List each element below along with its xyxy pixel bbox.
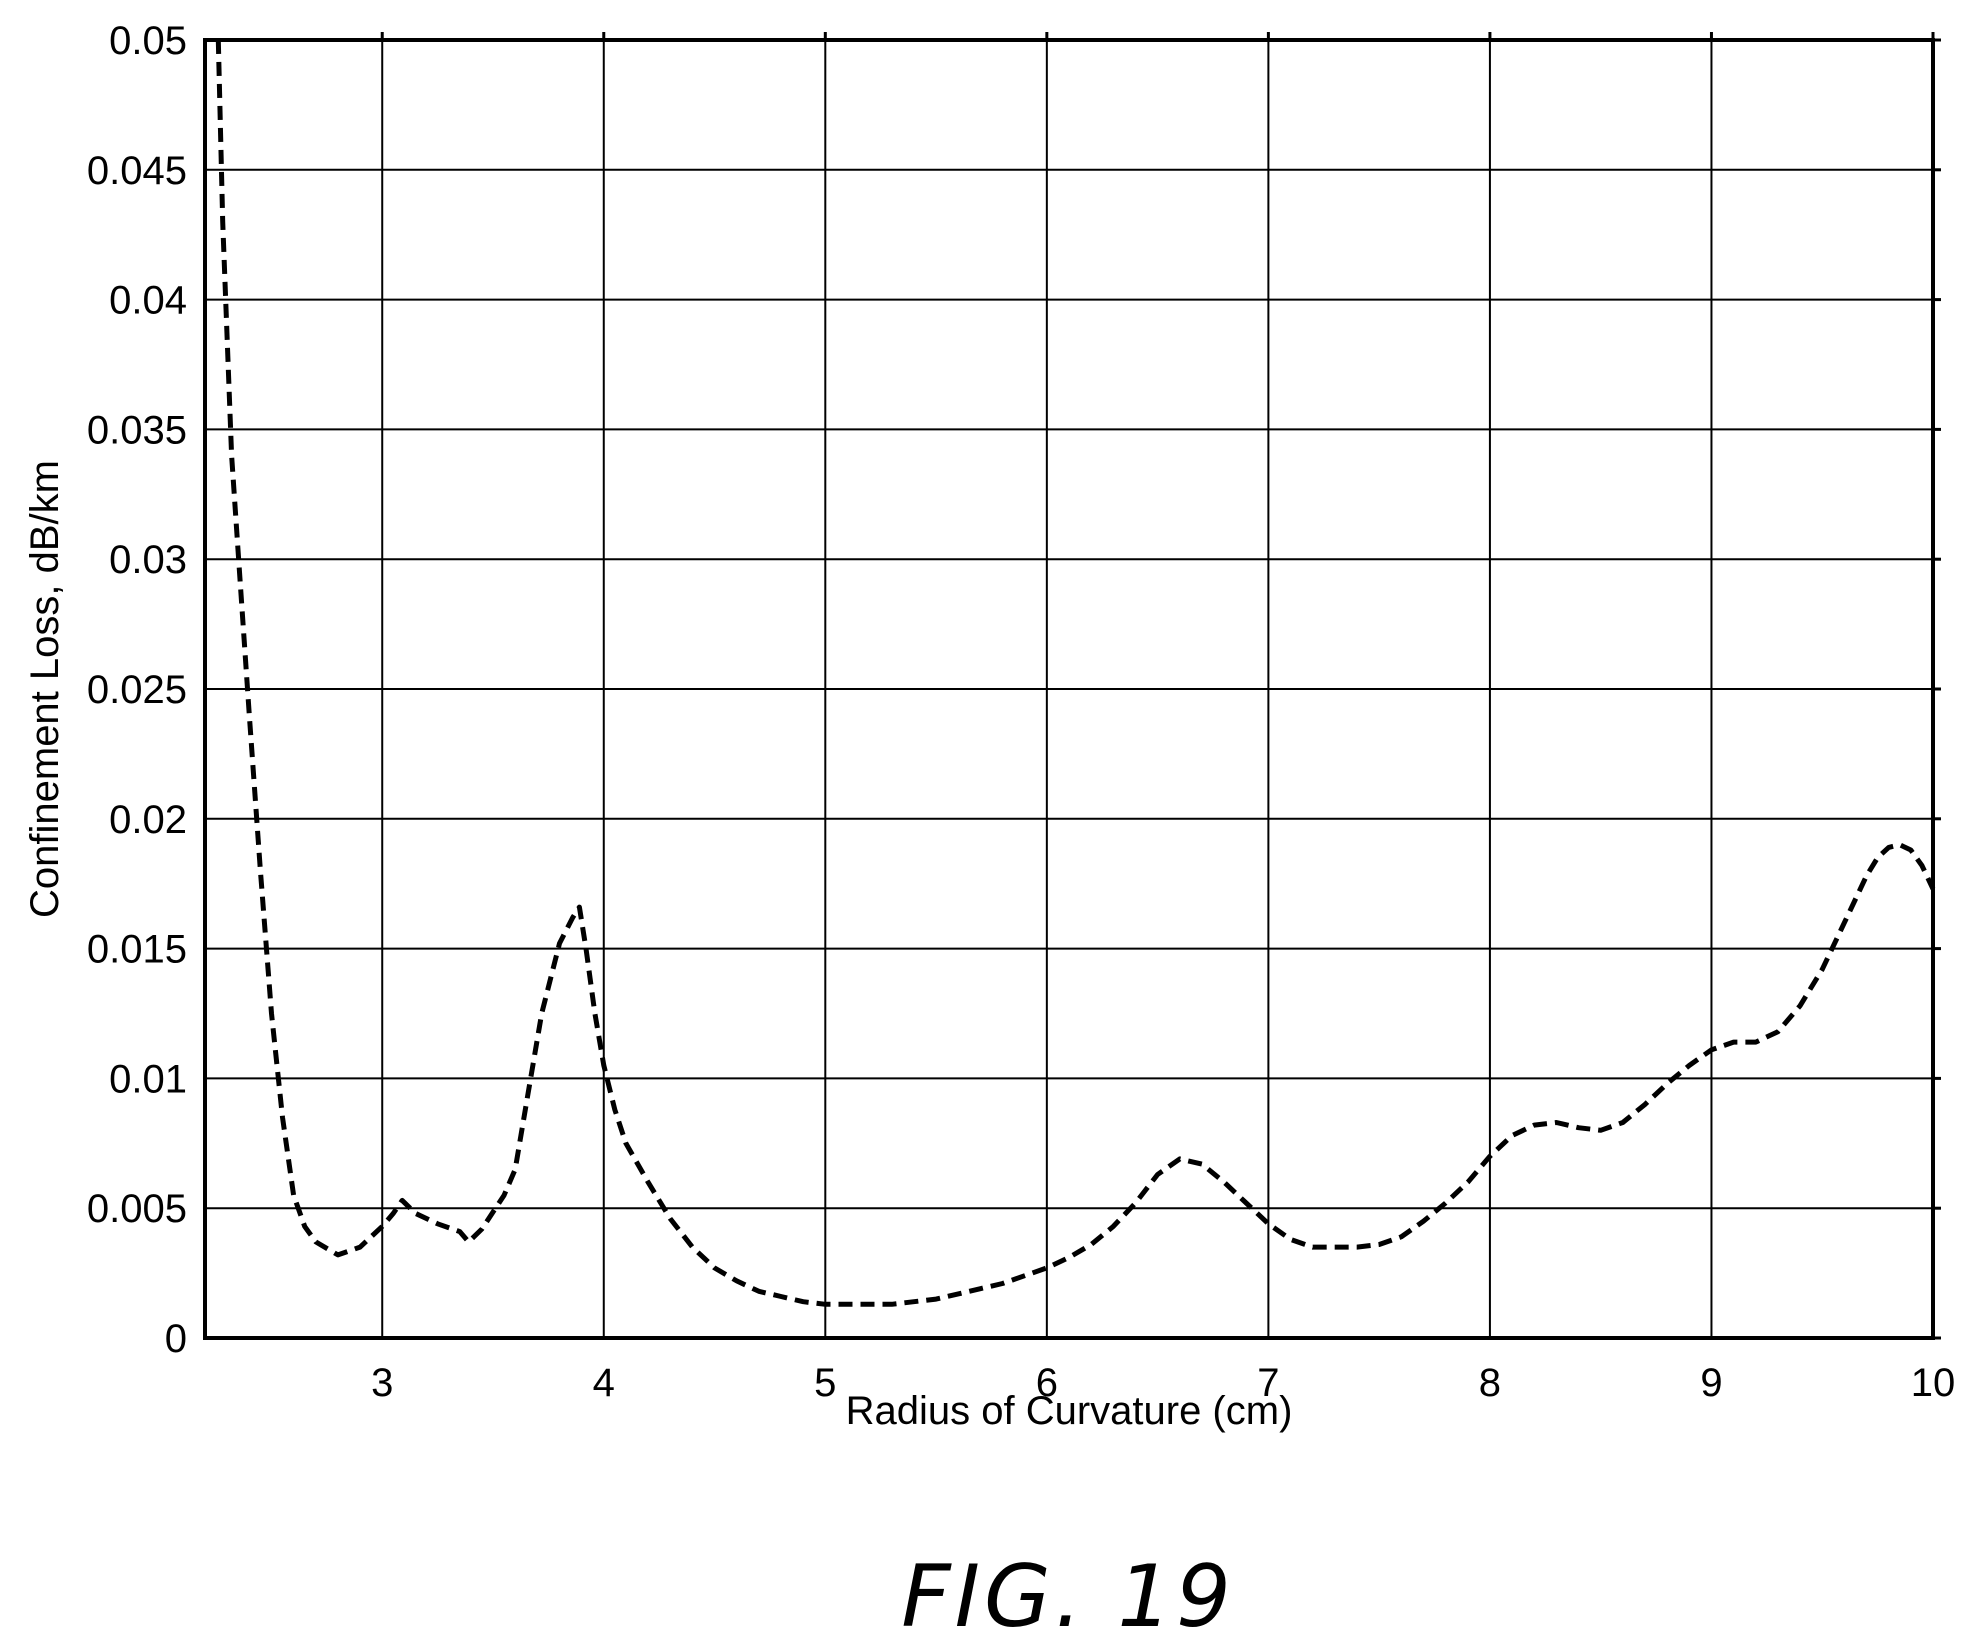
x-tick-label: 3 <box>371 1361 393 1405</box>
y-tick-label: 0.05 <box>109 19 187 63</box>
y-axis-ticks: 0 0.005 0.01 0.015 0.02 0.025 0.03 0.035 0.04 0.0… <box>87 19 1941 1361</box>
plot-frame <box>203 38 1935 1340</box>
y-tick-label: 0.01 <box>109 1057 187 1101</box>
x-tick-label: 8 <box>1479 1361 1501 1405</box>
x-axis-ticks: 3 4 5 6 7 8 9 10 <box>371 32 1955 1405</box>
y-tick-label: 0.005 <box>87 1187 187 1231</box>
x-axis-title: Radius of Curvature (cm) <box>846 1389 1293 1433</box>
y-tick-label: 0 <box>165 1317 187 1361</box>
y-tick-label: 0.04 <box>109 279 187 323</box>
y-tick-label: 0.015 <box>87 928 187 972</box>
series-layer <box>215 39 1936 1307</box>
y-tick-label: 0.045 <box>87 149 187 193</box>
y-tick-label: 0.035 <box>87 408 187 452</box>
y-axis-title: Confinement Loss, dB/km <box>23 460 67 918</box>
y-tick-label: 0.025 <box>87 668 187 712</box>
gridlines <box>205 40 1933 1338</box>
x-tick-label: 5 <box>814 1361 836 1405</box>
x-tick-label: 9 <box>1700 1361 1722 1405</box>
x-tick-label: 6 <box>1036 1361 1058 1405</box>
figure-caption: FIG. 19 <box>901 1547 1235 1642</box>
x-tick-label: 7 <box>1257 1361 1279 1405</box>
series-line <box>215 39 1936 1307</box>
y-tick-label: 0.03 <box>109 538 187 582</box>
x-tick-label: 4 <box>593 1361 615 1405</box>
x-tick-label: 10 <box>1911 1361 1956 1405</box>
y-tick-label: 0.02 <box>109 798 187 842</box>
